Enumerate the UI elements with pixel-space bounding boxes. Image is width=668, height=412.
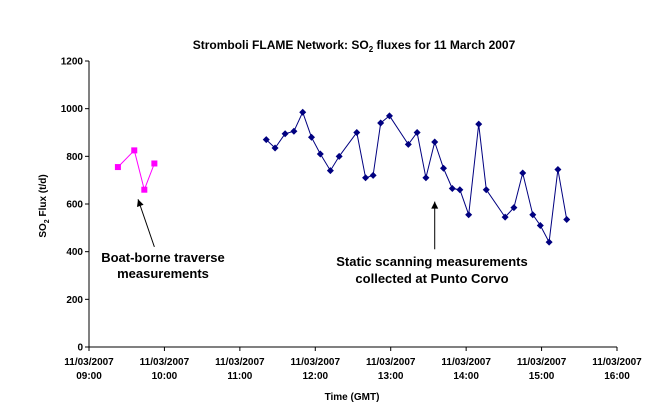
- annotation-line: collected at Punto Corvo: [355, 271, 508, 286]
- svg-text:Boat-borne traverse: Boat-borne traverse: [101, 250, 225, 265]
- data-point: [362, 174, 370, 182]
- data-point: [353, 129, 361, 136]
- annotation-line: Static scanning measurements: [336, 254, 527, 269]
- x-axis-label: Time (GMT): [325, 392, 380, 403]
- data-point: [404, 140, 412, 148]
- data-point: [510, 204, 518, 212]
- x-tick-label: 11/03/2007 15:00: [517, 357, 567, 382]
- annotation-line: measurements: [117, 266, 209, 281]
- annotation-arrow-line: [137, 199, 155, 248]
- x-tick-label: 11/03/2007 14:00: [441, 357, 491, 382]
- x-tick-label: 11/03/2007 16:00: [592, 357, 642, 382]
- annotation-arrow-head: [431, 201, 439, 209]
- data-point: [316, 150, 324, 158]
- x-tick-label: 11/03/2007 13:00: [366, 357, 416, 382]
- x-tick-label: 11/03/2007 10:00: [140, 357, 190, 382]
- y-axis-ticks: 0 200 400 600 800 1000 1200: [61, 57, 89, 354]
- y-tick-label: 1000: [61, 104, 84, 115]
- data-point: [335, 152, 343, 160]
- data-point: [151, 160, 158, 167]
- data-point: [299, 108, 307, 116]
- y-tick-label: 400: [66, 247, 83, 258]
- y-tick-label: 1200: [61, 57, 84, 68]
- data-point: [377, 119, 385, 127]
- annotation-arrow-head: [136, 199, 144, 207]
- data-point: [465, 211, 473, 219]
- data-point: [519, 169, 527, 177]
- data-point: [281, 130, 289, 138]
- x-tick-label: 11/03/2007 11:00: [215, 357, 265, 382]
- data-point: [369, 171, 377, 179]
- data-point: [114, 164, 121, 171]
- data-point: [326, 167, 334, 175]
- data-point: [448, 185, 456, 193]
- x-tick-label: 11/03/2007 12:00: [291, 357, 341, 382]
- data-point: [529, 211, 537, 219]
- data-point: [554, 165, 562, 173]
- svg-text:Static scanning measurements: Static scanning measurements: [336, 254, 527, 269]
- y-tick-label: 800: [66, 152, 83, 163]
- svg-text:collected at Punto Corvo: collected at Punto Corvo: [355, 271, 508, 286]
- data-point: [431, 138, 439, 146]
- data-point: [131, 147, 138, 154]
- data-point: [141, 186, 148, 193]
- data-point: [290, 127, 298, 135]
- annotation-static-scanning: Static scanning measurements collected a…: [336, 254, 527, 286]
- data-point: [385, 112, 393, 120]
- data-point: [440, 164, 448, 172]
- y-axis-label: SO2 Flux (t/d): [38, 174, 51, 237]
- annotation-boat-borne: Boat-borne traverse measurements: [101, 250, 225, 281]
- series-line-0: [117, 149, 155, 192]
- data-point: [456, 186, 464, 194]
- series-layer: [114, 108, 571, 246]
- data-point: [308, 133, 316, 141]
- data-point: [475, 120, 483, 128]
- data-point: [413, 129, 421, 136]
- svg-text:measurements: measurements: [117, 266, 209, 281]
- annotation-line: Boat-borne traverse: [101, 250, 225, 265]
- y-tick-label: 600: [66, 200, 83, 211]
- data-point: [536, 221, 544, 229]
- y-tick-label: 0: [77, 343, 83, 354]
- data-point: [422, 174, 430, 182]
- x-axis-ticks: 11/03/2007 09:00 11/03/2007 10:00 11/03/2007…: [64, 347, 642, 382]
- x-tick-label: 11/03/2007 09:00: [64, 357, 114, 382]
- data-point: [545, 238, 553, 246]
- data-point: [271, 144, 279, 152]
- series-line-1: [265, 110, 568, 244]
- data-point: [501, 213, 509, 221]
- data-point: [563, 215, 571, 223]
- y-tick-label: 200: [66, 295, 83, 306]
- data-point: [262, 136, 270, 144]
- chart-title: Stromboli FLAME Network: SO2 fluxes for …: [193, 38, 516, 54]
- annotation-arrows: [136, 199, 439, 250]
- data-point: [482, 186, 490, 194]
